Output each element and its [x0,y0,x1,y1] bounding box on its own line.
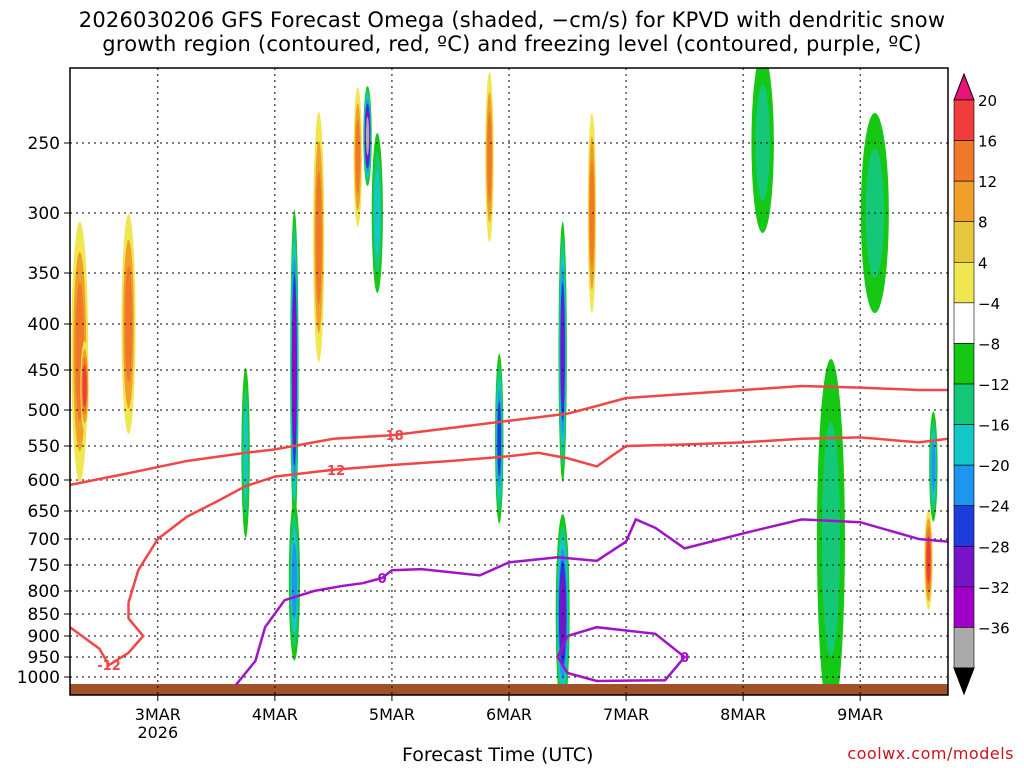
colorbar-bin-14 [953,627,975,669]
x-tick-label-7MAR: 7MAR [603,705,649,724]
y-tick-label-600: 600 [28,471,60,491]
y-tick-label-550: 550 [28,437,60,457]
y-tick-label-750: 750 [28,556,60,576]
x-tick-label-9MAR: 9MAR [837,705,883,724]
x-tick-label-4MAR: 4MAR [252,705,298,724]
x-tick-label-5MAR: 5MAR [369,705,415,724]
omega-blob-16-layer-1 [821,422,841,656]
colorbar-label-12: −32 [978,579,1010,597]
omega-blob-15-layer-1 [755,84,770,202]
y-tick-label-700: 700 [28,530,60,550]
y-tick-label-950: 950 [28,648,60,668]
colorbar-bin-1 [953,99,975,141]
y-tick-label-850: 850 [28,605,60,625]
dgz-contour-0-label: -18 [380,429,404,444]
omega-blob-5-layer-3 [291,542,298,619]
x-tick-label-8MAR: 8MAR [720,705,766,724]
dgz-contour-1-label: -12 [322,464,346,479]
colorbar-label-1: 16 [978,133,997,151]
colorbar-bin-3 [953,180,975,223]
colorbar-label-7: −12 [978,376,1010,394]
omega-blob-6-layer-2 [315,170,322,304]
omega-blob-1-layer-3 [82,364,87,408]
colorbar-bin-4 [953,221,975,263]
colorbar-label-6: −8 [978,335,1000,353]
omega-blob-19-layer-3 [926,536,931,584]
colorbar-bin-9 [953,424,975,466]
dgz-contour-0 [70,384,948,487]
dgz-contour-1 [127,436,948,603]
dgz-contour-2 [70,602,145,667]
y-tick-label-400: 400 [28,315,60,335]
plot-frame [69,67,949,696]
omega-blob-8-layer-7 [365,116,370,156]
x-tick-label-6MAR: 6MAR [486,705,532,724]
chart-title-line-1: 2026030206 GFS Forecast Omega (shaded, −… [78,8,946,32]
colorbar-bottom-arrow [953,667,975,696]
omega-blob-14-layer-2 [589,159,595,267]
credit-link[interactable]: coolwx.com/models [847,744,1014,763]
chart-title-line-2: growth region (contoured, red, ºC) and f… [102,32,922,56]
omega-blob-11-layer-4 [497,401,502,477]
freezing-contour-1 [556,625,687,683]
colorbar-bin-6 [953,302,975,344]
omega-blob-4-layer-6 [292,306,297,434]
colorbar-label-8: −16 [978,417,1010,435]
colorbar-label-4: 4 [978,254,988,272]
colorbar-bin-8 [953,383,975,425]
freezing-contour-1-label: 0 [680,651,689,666]
freezing-contour-0-label: 0 [378,572,387,587]
y-tick-label-900: 900 [28,627,60,647]
dgz-contour-2-label: -12 [97,659,121,674]
colorbar-bin-13 [953,586,975,628]
y-tick-label-450: 450 [28,361,60,381]
colorbar-bin-7 [953,343,975,385]
omega-blob-7-layer-2 [355,119,361,195]
colorbar-bin-12 [953,545,975,588]
colorbar-bin-10 [953,464,975,507]
y-tick-label-500: 500 [28,401,60,421]
colorbar-label-10: −24 [978,498,1010,516]
terrain-bar [70,684,948,695]
omega-blob-10-layer-2 [487,111,492,203]
y-tick-label-300: 300 [28,204,60,224]
x-tick-label-3MAR: 3MAR [135,705,181,724]
omega-shading [71,68,938,695]
y-tick-label-1000: 1000 [17,668,60,688]
colorbar-label-5: −4 [978,295,1000,313]
colorbar-label-0: 20 [978,92,997,110]
x-tick-sublabel-3MAR: 2026 [137,723,178,742]
y-tick-label-800: 800 [28,582,60,602]
omega-blob-2-layer-2 [124,265,133,383]
x-axis-label: Forecast Time (UTC) [402,744,594,766]
colorbar-top-arrow [953,72,975,101]
colorbar-bin-2 [953,140,975,182]
colorbar-label-13: −36 [978,619,1010,637]
colorbar-bin-5 [953,261,975,304]
colorbar-label-2: 12 [978,173,997,191]
colorbar-label-9: −20 [978,457,1010,475]
colorbar-label-11: −28 [978,538,1010,556]
omega-blob-12-layer-5 [560,297,565,406]
colorbar-bin-11 [953,505,975,547]
y-tick-label-650: 650 [28,502,60,522]
y-tick-label-350: 350 [28,264,60,284]
y-tick-label-250: 250 [28,134,60,154]
freezing-contour-0 [234,517,948,686]
colorbar-label-3: 8 [978,214,988,232]
omega-blob-18-layer-3 [931,440,936,493]
